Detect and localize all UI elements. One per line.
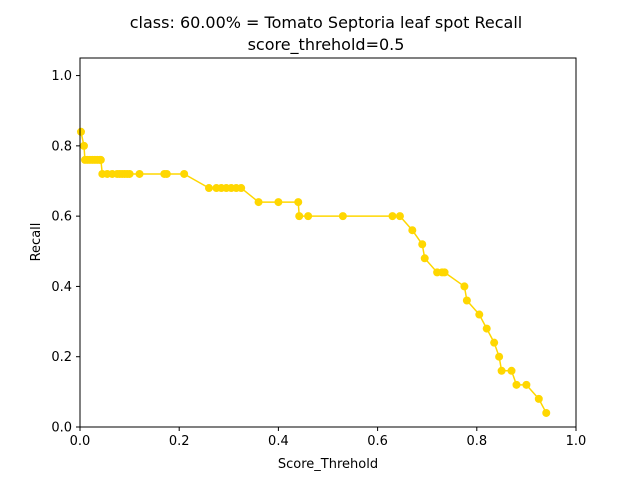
- recall-data-point: [463, 296, 471, 304]
- recall-data-point: [542, 409, 550, 417]
- recall-data-point: [294, 198, 302, 206]
- chart-subtitle: score_threhold=0.5: [248, 35, 405, 55]
- recall-data-point: [77, 128, 85, 136]
- recall-data-point: [180, 170, 188, 178]
- recall-data-point: [460, 282, 468, 290]
- recall-data-point: [304, 212, 312, 220]
- x-tick-label: 0.6: [367, 434, 388, 449]
- x-tick-label: 0.4: [268, 434, 289, 449]
- recall-data-point: [274, 198, 282, 206]
- recall-data-point: [388, 212, 396, 220]
- y-tick-label: 0.6: [51, 210, 72, 225]
- y-tick-label: 0.2: [51, 350, 72, 365]
- recall-data-point: [508, 367, 516, 375]
- recall-data-point: [441, 268, 449, 276]
- x-tick-label: 0.0: [70, 434, 91, 449]
- recall-data-point: [97, 156, 105, 164]
- x-tick-label: 0.8: [466, 434, 487, 449]
- recall-data-point: [490, 339, 498, 347]
- recall-data-point: [483, 325, 491, 333]
- recall-data-point: [237, 184, 245, 192]
- recall-data-point: [136, 170, 144, 178]
- recall-data-point: [408, 226, 416, 234]
- recall-data-point: [396, 212, 404, 220]
- recall-data-point: [421, 254, 429, 262]
- y-tick-label: 0.4: [51, 280, 72, 295]
- recall-data-point: [512, 381, 520, 389]
- x-tick-label: 1.0: [566, 434, 587, 449]
- y-axis-ticks: 0.0 0.2 0.4 0.6 0.8 1.0: [51, 69, 80, 435]
- recall-data-point: [535, 395, 543, 403]
- recall-data-point: [126, 170, 134, 178]
- y-tick-label: 0.0: [51, 421, 72, 436]
- recall-data-point: [163, 170, 171, 178]
- recall-data-point: [498, 367, 506, 375]
- recall-data-point: [295, 212, 303, 220]
- recall-data-point: [522, 381, 530, 389]
- recall-data-point: [255, 198, 263, 206]
- recall-data-point: [205, 184, 213, 192]
- recall-data-point: [495, 353, 503, 361]
- y-tick-label: 0.8: [51, 139, 72, 154]
- recall-data-point: [475, 311, 483, 319]
- x-axis-label: Score_Threhold: [278, 457, 378, 472]
- x-tick-label: 0.2: [169, 434, 190, 449]
- recall-data-point: [418, 240, 426, 248]
- series-layer: [77, 128, 550, 417]
- recall-data-point: [80, 142, 88, 150]
- recall-series-line: [81, 132, 546, 413]
- x-axis-ticks: 0.0 0.2 0.4 0.6 0.8 1.0: [70, 427, 587, 449]
- chart-title: class: 60.00% = Tomato Septoria leaf spo…: [130, 13, 522, 32]
- y-tick-label: 1.0: [51, 69, 72, 84]
- recall-data-point: [339, 212, 347, 220]
- y-axis-label: Recall: [29, 223, 44, 262]
